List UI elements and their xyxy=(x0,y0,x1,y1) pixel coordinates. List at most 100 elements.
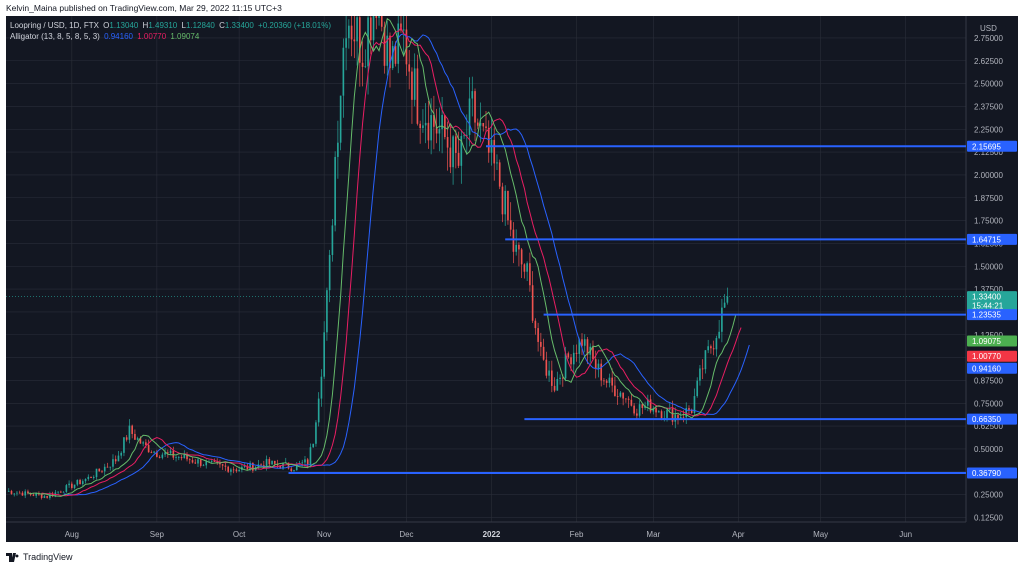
candle-body xyxy=(677,414,679,420)
candle-body xyxy=(265,459,268,468)
candle-body xyxy=(224,465,227,467)
candle-body xyxy=(73,484,76,488)
countdown-label: 15:44:21 xyxy=(972,302,1004,311)
candle-body xyxy=(465,134,468,136)
price-label-text: 1.09075 xyxy=(972,337,1001,346)
candle-body xyxy=(331,225,334,255)
open-value: 1.13040 xyxy=(109,21,139,30)
candle-body xyxy=(238,469,240,472)
candle-body xyxy=(345,38,347,48)
price-label-text: 2.15695 xyxy=(972,142,1001,151)
candle-body xyxy=(235,469,238,472)
candle-body xyxy=(372,16,375,41)
y-tick-label: 1.37500 xyxy=(974,285,1003,294)
close-label: C xyxy=(219,21,225,30)
candle-body xyxy=(90,476,92,479)
candle-body xyxy=(427,122,430,141)
x-tick-label: Oct xyxy=(233,530,246,539)
candle-body xyxy=(16,492,18,494)
candle-body xyxy=(315,422,317,444)
candle-body xyxy=(375,16,378,18)
candle-body xyxy=(701,368,704,370)
price-label-text: 1.00770 xyxy=(972,352,1001,361)
candle-body xyxy=(397,23,400,64)
close-value: 1.33400 xyxy=(224,21,254,30)
chart-area[interactable]: 0.125000.250000.375000.500000.625000.750… xyxy=(6,16,1018,542)
candle-body xyxy=(183,454,186,459)
candle-body xyxy=(167,452,169,454)
candle-body xyxy=(205,461,208,466)
candle-body xyxy=(364,66,367,68)
candle-body xyxy=(718,331,720,339)
candle-body xyxy=(194,462,197,464)
candle-body xyxy=(540,341,542,347)
candle-body xyxy=(668,408,671,410)
candle-body xyxy=(633,405,635,414)
candle-body xyxy=(18,492,21,494)
candle-body xyxy=(134,433,136,440)
candle-body xyxy=(378,16,380,18)
candle-body xyxy=(268,459,271,465)
candle-body xyxy=(622,392,624,399)
candle-body xyxy=(246,465,249,470)
candle-body xyxy=(62,491,65,493)
x-tick-label: Aug xyxy=(65,530,79,539)
price-chart[interactable]: 0.125000.250000.375000.500000.625000.750… xyxy=(6,16,1018,542)
candle-body xyxy=(457,152,460,166)
candle-body xyxy=(496,162,498,164)
candle-body xyxy=(682,416,685,418)
candle-body xyxy=(221,464,224,466)
alligator-legend: Alligator (13, 8, 5, 8, 5, 3) 0.94160 1.… xyxy=(10,31,331,42)
candle-body xyxy=(109,466,112,468)
x-tick-label: Dec xyxy=(399,530,413,539)
candle-body xyxy=(531,285,534,321)
candle-body xyxy=(594,359,597,369)
x-tick-label: Sep xyxy=(150,530,165,539)
candle-body xyxy=(526,263,528,272)
candle-body xyxy=(537,328,539,342)
candle-body xyxy=(380,16,383,27)
candle-body xyxy=(583,339,586,346)
candle-body xyxy=(723,302,726,308)
y-tick-label: 1.12500 xyxy=(974,331,1003,340)
candle-body xyxy=(386,35,389,66)
chart-legend: Loopring / USD, 1D, FTX O1.13040 H1.4931… xyxy=(10,20,331,42)
candle-body xyxy=(24,491,27,496)
alligator-jaw-line xyxy=(63,33,750,496)
candle-body xyxy=(641,404,644,408)
y-tick-label: 1.50000 xyxy=(974,262,1003,271)
ohlc-legend: Loopring / USD, 1D, FTX O1.13040 H1.4931… xyxy=(10,20,331,31)
candle-body xyxy=(213,461,216,462)
low-value: 1.12840 xyxy=(185,21,215,30)
candle-body xyxy=(123,437,125,453)
candle-body xyxy=(614,385,616,397)
candle-body xyxy=(46,496,48,498)
candle-body xyxy=(328,254,331,291)
candle-body xyxy=(619,392,622,397)
price-label-text: 0.36790 xyxy=(972,469,1001,478)
y-tick-label: 0.62500 xyxy=(974,422,1003,431)
candle-body xyxy=(271,460,273,465)
candle-body xyxy=(520,249,523,265)
candle-body xyxy=(232,469,235,471)
x-tick-label: May xyxy=(813,530,828,539)
candle-body xyxy=(424,122,427,126)
candle-body xyxy=(402,29,405,31)
candle-body xyxy=(252,462,254,471)
price-label-box xyxy=(967,467,1017,479)
candle-body xyxy=(339,95,342,143)
candle-body xyxy=(597,363,600,369)
candle-body xyxy=(655,408,657,413)
candle-body xyxy=(125,437,128,440)
candle-body xyxy=(306,459,309,465)
candle-body xyxy=(435,126,438,134)
candle-body xyxy=(586,339,589,355)
candle-body xyxy=(657,411,660,413)
candle-body xyxy=(243,465,246,467)
candle-body xyxy=(542,346,545,360)
candle-body xyxy=(545,359,548,376)
candle-body xyxy=(131,425,133,434)
price-label-box xyxy=(967,413,1017,425)
candle-body xyxy=(504,190,507,215)
candle-body xyxy=(710,346,712,349)
